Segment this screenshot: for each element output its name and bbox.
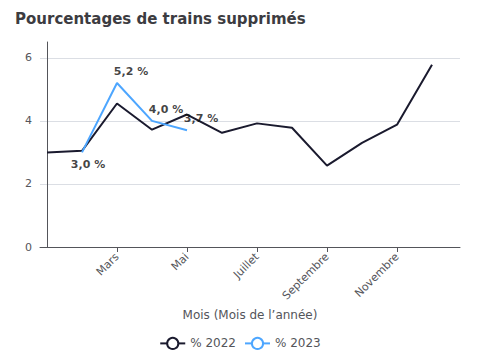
svg-text:Novembre: Novembre bbox=[352, 250, 402, 300]
svg-text:3,0 %: 3,0 % bbox=[71, 158, 105, 171]
svg-text:Mois (Mois de l’année): Mois (Mois de l’année) bbox=[183, 308, 318, 322]
svg-text:6: 6 bbox=[25, 51, 32, 64]
svg-text:5,2 %: 5,2 % bbox=[114, 65, 148, 78]
svg-text:Pourcentages de trains supprim: Pourcentages de trains supprimés bbox=[15, 10, 306, 28]
svg-text:2: 2 bbox=[25, 177, 32, 190]
svg-text:Mars: Mars bbox=[94, 250, 122, 278]
svg-text:0: 0 bbox=[25, 241, 32, 254]
svg-text:% 2023: % 2023 bbox=[275, 336, 321, 350]
svg-text:4,0 %: 4,0 % bbox=[149, 103, 183, 116]
svg-text:Juillet: Juillet bbox=[230, 250, 262, 282]
svg-text:Mai: Mai bbox=[169, 250, 192, 273]
svg-text:% 2022: % 2022 bbox=[190, 336, 236, 350]
svg-text:4: 4 bbox=[25, 114, 32, 127]
svg-text:3,7 %: 3,7 % bbox=[184, 112, 218, 125]
svg-text:Septembre: Septembre bbox=[280, 250, 332, 302]
